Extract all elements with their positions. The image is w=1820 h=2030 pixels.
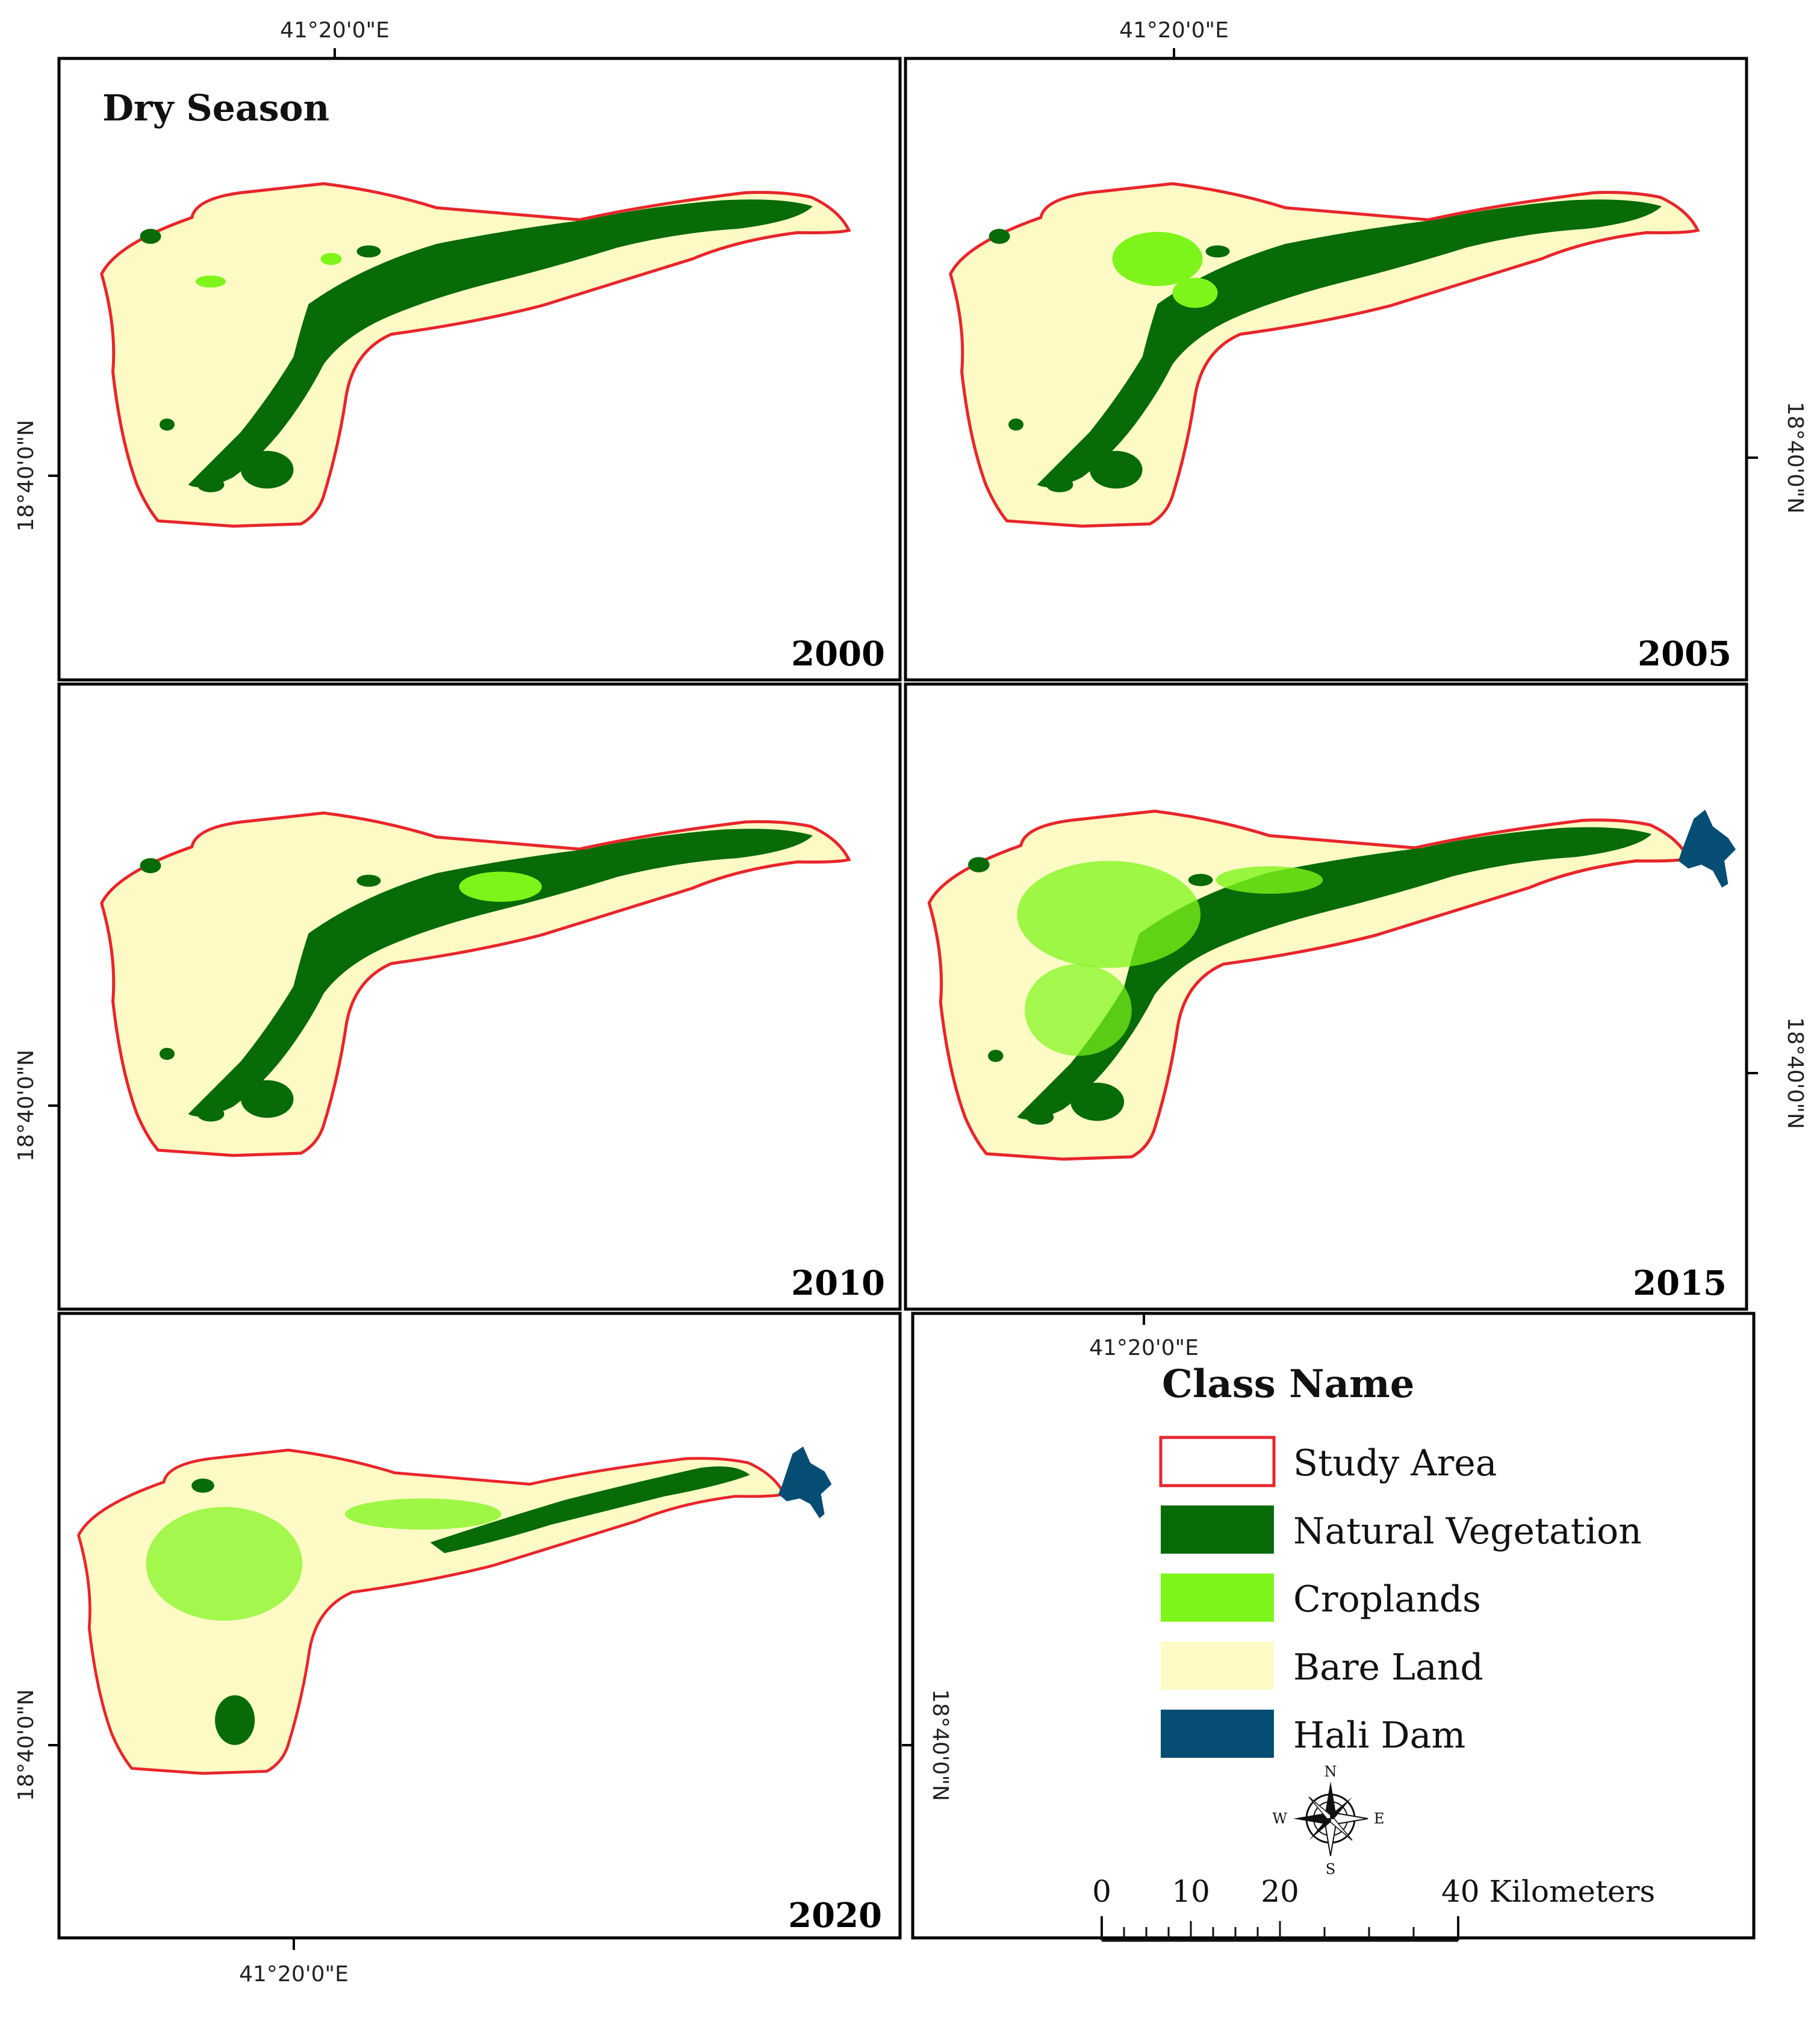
scale-bar: 0 10 20 40 Kilometers [1092, 1874, 1655, 1942]
legend-swatch-natural-vegetation [1161, 1505, 1274, 1554]
legend-label-bare-land: Bare Land [1293, 1646, 1483, 1689]
legend-label-hali-dam: Hali Dam [1293, 1714, 1465, 1757]
north-arrow-icon: N S E W [1272, 1763, 1384, 1878]
svg-text:E: E [1374, 1810, 1385, 1827]
scale-tick-10: 10 [1172, 1874, 1210, 1909]
legend-swatch-croplands [1161, 1574, 1274, 1622]
scale-tick-40: 40 Kilometers [1441, 1874, 1655, 1909]
panel-frame-2015 [904, 682, 1748, 1311]
lon-label-top-left: 41°20'0"E [280, 18, 390, 43]
legend-swatch-study-area [1159, 1436, 1276, 1487]
svg-text:W: W [1272, 1810, 1287, 1827]
map-2020 [79, 1446, 832, 1773]
scale-tick-20: 20 [1261, 1874, 1299, 1909]
legend-swatch-bare-land [1161, 1642, 1274, 1690]
legend-label-croplands: Croplands [1293, 1578, 1481, 1621]
lat-label-2010: 18°40'0"N [14, 1050, 39, 1162]
panel-frame-2005 [904, 57, 1748, 682]
panel-frame-2010 [57, 682, 902, 1311]
year-label-2000: 2000 [791, 634, 885, 674]
lat-label-2015: 18°40'0"N [1783, 1017, 1807, 1129]
hali-dam-2020 [778, 1446, 832, 1519]
map-2000 [102, 184, 849, 526]
lon-label-top-right: 41°20'0"E [1119, 18, 1229, 43]
legend-label-study-area: Study Area [1293, 1442, 1497, 1484]
panel-frame-2020 [57, 1312, 902, 1940]
year-label-2010: 2010 [791, 1263, 885, 1303]
map-2010 [102, 813, 849, 1156]
hali-dam-2015 [1678, 809, 1736, 888]
year-label-2005: 2005 [1638, 634, 1731, 674]
lon-label-bottom: 41°20'0"E [239, 1962, 349, 1987]
lat-label-2000: 18°40'0"N [14, 420, 39, 532]
legend-title: Class Name [1162, 1362, 1414, 1407]
lat-label-legend: 18°40'0"N [928, 1689, 952, 1801]
panel-frame-legend [911, 1312, 1756, 1940]
lon-label-legend: 41°20'0"E [1089, 1336, 1199, 1360]
season-title: Dry Season [102, 87, 329, 129]
map-2015 [929, 809, 1736, 1159]
svg-text:N: N [1325, 1763, 1337, 1780]
panel-frame-2000 [57, 57, 902, 682]
lat-label-2020: 18°40'0"N [14, 1689, 39, 1801]
map-2005 [951, 184, 1698, 526]
year-label-2015: 2015 [1633, 1263, 1727, 1303]
svg-text:S: S [1326, 1861, 1335, 1878]
legend-swatch-hali-dam [1161, 1710, 1274, 1758]
scale-tick-0: 0 [1092, 1874, 1111, 1909]
legend-label-natural-vegetation: Natural Vegetation [1293, 1510, 1642, 1552]
year-label-2020: 2020 [788, 1896, 882, 1935]
lat-label-2005: 18°40'0"N [1783, 402, 1807, 514]
